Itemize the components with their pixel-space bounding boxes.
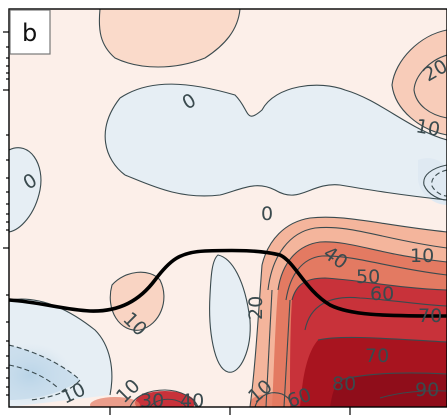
dashed-contour-lower-left-1 (9, 344, 81, 401)
positive-region-core-2 (330, 372, 447, 407)
contour-red-80 (339, 372, 447, 381)
contour-top-right (391, 29, 447, 136)
negative-contours (9, 169, 447, 401)
contour-label-90: 90 (415, 379, 439, 401)
x-axis-ticks (109, 407, 351, 415)
y-axis-ticks (3, 31, 9, 396)
contour-red-left-edge-3 (283, 299, 291, 407)
contour-red-left-edge (249, 264, 263, 407)
axes-frame (8, 8, 447, 408)
contour-red-70 (317, 336, 447, 343)
positive-region-top-right (392, 30, 447, 135)
panel-label: b (22, 19, 37, 47)
positive-spot-bottom-3 (250, 394, 290, 407)
contour-lower-left-zero (9, 298, 113, 396)
positive-spot-bottom-2 (90, 397, 140, 407)
negative-region-2 (9, 147, 41, 232)
contour-label-10-right: 10 (410, 245, 434, 267)
contour-red-60 (304, 296, 447, 331)
positive-region-top (99, 9, 240, 67)
contour-lines (9, 9, 447, 407)
dashed-contour-lower-left-2 (9, 364, 59, 389)
dashed-contour-right (431, 169, 447, 197)
contour-top-right-inner (413, 54, 447, 119)
contour-zero-mid (104, 97, 126, 176)
contour-label-30-bottom: 30 (140, 390, 164, 412)
contour-red-40 (285, 255, 447, 301)
contour-upper-zero (119, 83, 447, 141)
contour-label-80: 80 (332, 373, 356, 395)
reference-line (9, 248, 447, 318)
negative-region-4 (209, 255, 251, 373)
contour-label-70-right: 70 (418, 305, 442, 327)
contour-red-left-edge-2 (265, 289, 273, 407)
contour-label-20-center: 20 (245, 296, 267, 320)
contour-red-30 (277, 241, 447, 291)
contour-red-20 (267, 226, 447, 291)
contour-bottom-spot-2 (149, 398, 187, 407)
contour-label-10-top-right: 10 (414, 115, 442, 141)
contour-right-small (423, 164, 447, 201)
contour-mid-left-blob (109, 271, 165, 331)
contour-narrow-blue (209, 254, 251, 373)
contour-bottom-right-spot (254, 392, 293, 407)
negative-region-1 (105, 84, 447, 200)
contour-red-10 (261, 216, 447, 266)
contour-bottom-spot (129, 389, 199, 407)
contour-red-50 (291, 277, 447, 301)
contour-top-blob (98, 9, 241, 68)
negative-band-lower-left (9, 345, 80, 400)
contour-label-60: 60 (370, 283, 394, 305)
panel-label-box: b (9, 9, 51, 55)
contour-left-zero (9, 147, 42, 233)
contour-label-60-bottom: 60 (284, 384, 314, 413)
contour-label-50: 50 (356, 266, 380, 288)
contour-label-0-center: 0 (261, 203, 273, 225)
contour-label-70-lower: 70 (365, 345, 389, 367)
contour-label-40-bottom: 40 (180, 390, 204, 412)
contour-red-90 (379, 390, 447, 399)
contour-zero-lower (124, 174, 447, 201)
panel-label-background (9, 9, 51, 55)
